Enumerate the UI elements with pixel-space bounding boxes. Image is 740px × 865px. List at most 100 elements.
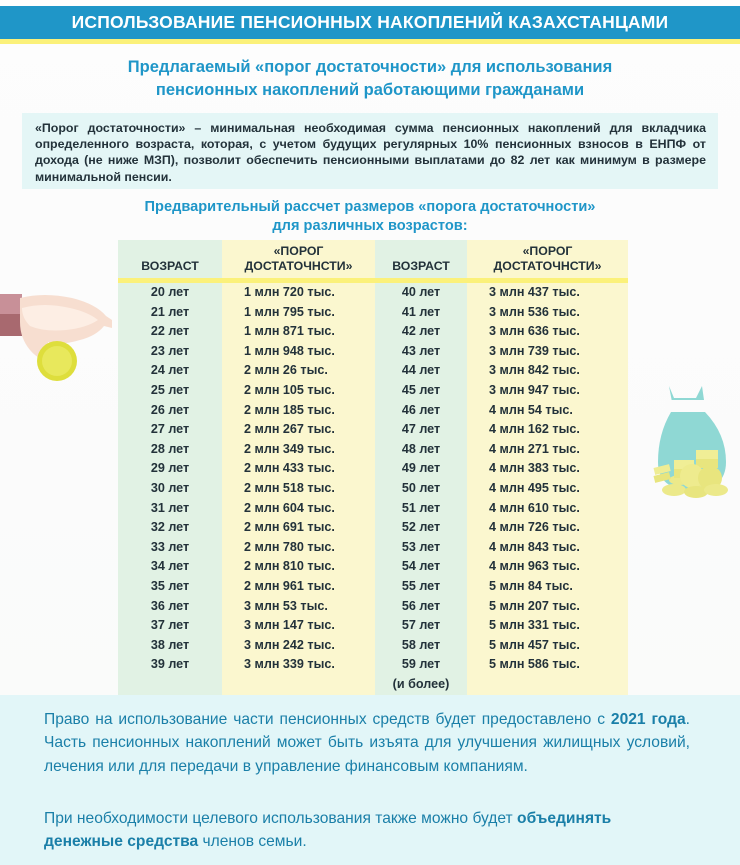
cell-threshold-right: 4 млн 963 тыс. xyxy=(467,557,628,577)
cell-age-left: 36 лет xyxy=(118,596,222,617)
cell-threshold-left: 1 млн 720 тыс. xyxy=(222,280,375,303)
cell-threshold-right: 3 млн 437 тыс. xyxy=(467,280,628,303)
hand-holding-coin-illustration xyxy=(0,292,112,417)
cell-threshold-left: 3 млн 53 тыс. xyxy=(222,596,375,617)
header-accent-stripe xyxy=(0,39,740,44)
cell-age-right: 48 лет xyxy=(375,439,467,460)
cell-age-left: 27 лет xyxy=(118,420,222,440)
table-row: 32 лет 2 млн 691 тыс. 52 лет 4 млн 726 тыс. xyxy=(118,518,628,538)
cell-age-right: 49 лет xyxy=(375,459,467,479)
cell-threshold-right: 5 млн 586 тыс. xyxy=(467,655,628,675)
cell-threshold-right: 4 млн 383 тыс. xyxy=(467,459,628,479)
column-header-threshold-left-line1: «ПОРОГ xyxy=(273,244,324,258)
cell-threshold-left: 2 млн 518 тыс. xyxy=(222,478,375,499)
cell-threshold-right: 4 млн 495 тыс. xyxy=(467,478,628,499)
definition-text: «Порог достаточности» – минимальная необ… xyxy=(35,121,706,184)
subtitle-line-2: пенсионных накоплений работающими гражда… xyxy=(155,81,585,99)
table-caption-line-2: для различных возрастов: xyxy=(272,218,468,234)
page-title: ИСПОЛЬЗОВАНИЕ ПЕНСИОННЫХ НАКОПЛЕНИЙ КАЗА… xyxy=(71,12,669,32)
cell-threshold-right: 3 млн 842 тыс. xyxy=(467,361,628,381)
cell-age-left: 24 лет xyxy=(118,361,222,381)
bottom-p2-bold: объединять денежные средства xyxy=(44,810,612,851)
table-row: 22 лет 1 млн 871 тыс. 42 лет 3 млн 636 тыс. xyxy=(118,322,628,342)
table-footnote-row: (и более) xyxy=(118,674,628,695)
cell-age-right: 57 лет xyxy=(375,616,467,636)
cell-threshold-right: 4 млн 610 тыс. xyxy=(467,498,628,519)
cell-age-left: 20 лет xyxy=(118,280,222,303)
cell-threshold-left: 2 млн 604 тыс. xyxy=(222,498,375,519)
subtitle-line-1: Предлагаемый «порог достаточности» для и… xyxy=(127,58,613,76)
table-row: 35 лет 2 млн 961 тыс. 55 лет 5 млн 84 тыс. xyxy=(118,576,628,597)
table-row: 30 лет 2 млн 518 тыс. 50 лет 4 млн 495 тыс. xyxy=(118,478,628,499)
bottom-p1-part1: Право на использование части пенсионных … xyxy=(44,711,611,728)
column-header-threshold-right-line2: ДОСТАТОЧНСТИ» xyxy=(493,258,602,273)
column-header-threshold-right-line1: «ПОРОГ xyxy=(522,244,573,258)
bottom-p2-part1: При необходимости целевого использования… xyxy=(44,810,518,827)
cell-threshold-left: 3 млн 147 тыс. xyxy=(222,616,375,636)
cell-threshold-right: 4 млн 162 тыс. xyxy=(467,420,628,440)
cell-threshold-left: 1 млн 871 тыс. xyxy=(222,322,375,342)
cell-threshold-left: 2 млн 433 тыс. xyxy=(222,459,375,479)
table-row: 33 лет 2 млн 780 тыс. 53 лет 4 млн 843 тыс. xyxy=(118,537,628,558)
table-row: 29 лет 2 млн 433 тыс. 49 лет 4 млн 383 тыс. xyxy=(118,459,628,479)
cell-age-right: 43 лет xyxy=(375,341,467,362)
column-header-age-left: ВОЗРАСТ xyxy=(118,240,222,283)
cell-age-left: 33 лет xyxy=(118,537,222,558)
cell-age-right: 54 лет xyxy=(375,557,467,577)
cell-threshold-left: 3 млн 339 тыс. xyxy=(222,655,375,675)
cell-threshold-right: 5 млн 84 тыс. xyxy=(467,576,628,597)
table-row: 36 лет 3 млн 53 тыс. 56 лет 5 млн 207 тыс. xyxy=(118,596,628,617)
cell-age-right: 59 лет xyxy=(375,655,467,675)
table-head: ВОЗРАСТ «ПОРОГ ДОСТАТОЧНСТИ» ВОЗРАСТ «ПО… xyxy=(118,240,628,283)
cell-threshold-right: 3 млн 947 тыс. xyxy=(467,380,628,401)
cell-age-right: 50 лет xyxy=(375,478,467,499)
cell-age-left: 22 лет xyxy=(118,322,222,342)
table-caption-line-1: Предварительный рассчет размеров «порога… xyxy=(144,199,596,215)
subtitle: Предлагаемый «порог достаточности» для и… xyxy=(0,56,740,102)
table-row: 27 лет 2 млн 267 тыс. 47 лет 4 млн 162 тыс. xyxy=(118,420,628,440)
cell-age-right: 56 лет xyxy=(375,596,467,617)
table-row: 24 лет 2 млн 26 тыс. 44 лет 3 млн 842 тыс. xyxy=(118,361,628,381)
cell-threshold-right: 4 млн 726 тыс. xyxy=(467,518,628,538)
bottom-p1-part2: . Часть пенсионных накоплений может быть… xyxy=(44,711,691,775)
cell-age-right: 46 лет xyxy=(375,400,467,421)
cell-age-left: 38 лет xyxy=(118,635,222,656)
cell-age-left: 34 лет xyxy=(118,557,222,577)
cell-age-left: 32 лет xyxy=(118,518,222,538)
cell-threshold-left: 2 млн 349 тыс. xyxy=(222,439,375,460)
cell-threshold-right: 3 млн 636 тыс. xyxy=(467,322,628,342)
cell-threshold-right: 5 млн 207 тыс. xyxy=(467,596,628,617)
cell-age-left: 31 лет xyxy=(118,498,222,519)
cell-threshold-left: 2 млн 185 тыс. xyxy=(222,400,375,421)
table-row: 37 лет 3 млн 147 тыс. 57 лет 5 млн 331 тыс. xyxy=(118,616,628,636)
bottom-paragraph-1: Право на использование части пенсионных … xyxy=(44,708,690,778)
cell-threshold-left: 2 млн 267 тыс. xyxy=(222,420,375,440)
cell-age-left: 21 лет xyxy=(118,302,222,323)
column-header-threshold-left: «ПОРОГ ДОСТАТОЧНСТИ» xyxy=(222,240,375,283)
cell-threshold-right: 5 млн 331 тыс. xyxy=(467,616,628,636)
cell-threshold-right: 4 млн 843 тыс. xyxy=(467,537,628,558)
cell-threshold-left: 2 млн 105 тыс. xyxy=(222,380,375,401)
threshold-table-container: ВОЗРАСТ «ПОРОГ ДОСТАТОЧНСТИ» ВОЗРАСТ «ПО… xyxy=(118,240,628,695)
cell-age-left: 30 лет xyxy=(118,478,222,499)
cell-age-right: 42 лет xyxy=(375,322,467,342)
cell-threshold-left: 1 млн 948 тыс. xyxy=(222,341,375,362)
bottom-info-panel: Право на использование части пенсионных … xyxy=(0,695,740,865)
table-row: 21 лет 1 млн 795 тыс. 41 лет 3 млн 536 тыс. xyxy=(118,302,628,323)
cell-threshold-left: 3 млн 242 тыс. xyxy=(222,635,375,656)
cell-threshold-left: 2 млн 961 тыс. xyxy=(222,576,375,597)
table-row: 23 лет 1 млн 948 тыс. 43 лет 3 млн 739 тыс. xyxy=(118,341,628,362)
money-bag-with-coins-illustration xyxy=(652,382,740,517)
threshold-table: ВОЗРАСТ «ПОРОГ ДОСТАТОЧНСТИ» ВОЗРАСТ «ПО… xyxy=(118,240,628,695)
cell-threshold-left: 2 млн 691 тыс. xyxy=(222,518,375,538)
bottom-p2-part2: членов семьи. xyxy=(198,833,307,851)
cell-threshold-right: 4 млн 54 тыс. xyxy=(467,400,628,421)
header-bar: ИСПОЛЬЗОВАНИЕ ПЕНСИОННЫХ НАКОПЛЕНИЙ КАЗА… xyxy=(0,6,740,39)
cell-empty-threshold-right xyxy=(467,674,628,695)
cell-threshold-left: 1 млн 795 тыс. xyxy=(222,302,375,323)
cell-age-right: 41 лет xyxy=(375,302,467,323)
cell-threshold-left: 2 млн 780 тыс. xyxy=(222,537,375,558)
bottom-paragraph-2: При необходимости целевого использования… xyxy=(44,807,690,854)
table-row: 38 лет 3 млн 242 тыс. 58 лет 5 млн 457 тыс. xyxy=(118,635,628,656)
